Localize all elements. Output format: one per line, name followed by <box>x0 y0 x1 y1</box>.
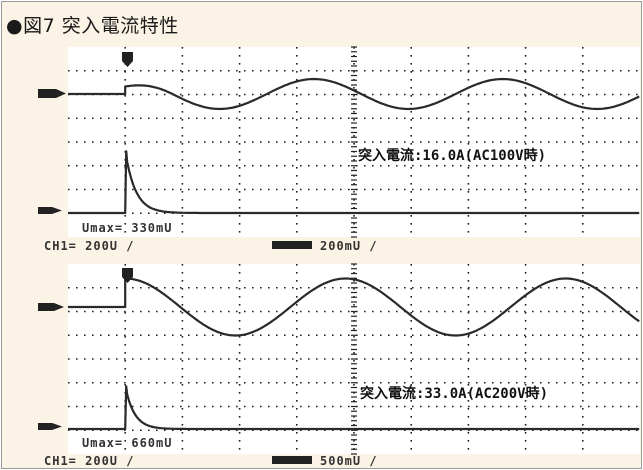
scope-panel-1: 突入電流:16.0A(AC100V時) Umax= 330mU CH1= 200… <box>38 46 640 253</box>
current-trace-1 <box>68 150 640 215</box>
readout-vmax-1: Umax= 330mU <box>82 221 172 235</box>
ch2-marker-1 <box>38 207 62 214</box>
ch2-marker-2 <box>38 423 62 430</box>
voltage-trace-2 <box>68 277 640 337</box>
trigger-marker-2 <box>122 268 133 283</box>
readout-vmax-2: Umax= 660mU <box>82 436 172 450</box>
readout-ch1-2: CH1= 200U / <box>44 454 134 468</box>
readout-ch2-1: 200mU / <box>320 239 378 253</box>
inrush-annotation-2: 突入電流:33.0A(AC200V時) <box>360 385 548 402</box>
voltage-trace-1 <box>68 77 640 111</box>
readout-ch1-1: CH1= 200U / <box>44 239 134 253</box>
figure-title: ●図7 突入電流特性 <box>6 15 179 37</box>
inrush-annotation-1: 突入電流:16.0A(AC100V時) <box>358 147 546 164</box>
scope-panel-2: 突入電流:33.0A(AC200V時) Umax= 660mU CH1= 200… <box>38 263 640 468</box>
readout-ch2-block-1 <box>272 241 312 249</box>
ch1-marker-2 <box>38 303 64 311</box>
ch1-marker-1 <box>38 89 66 98</box>
trigger-marker-1 <box>122 52 133 67</box>
grid-2 <box>68 263 640 455</box>
readout-ch2-2: 500mU / <box>320 454 378 468</box>
grid-1 <box>68 46 640 238</box>
current-trace-2 <box>68 385 640 431</box>
readout-ch2-block-2 <box>272 456 312 464</box>
